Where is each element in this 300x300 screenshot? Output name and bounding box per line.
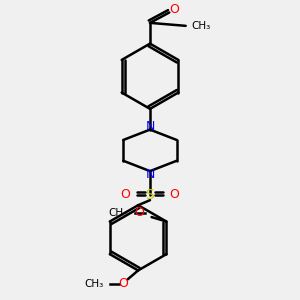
Text: CH₃: CH₃: [109, 208, 128, 218]
Text: CH₃: CH₃: [85, 279, 104, 289]
Text: S: S: [146, 188, 154, 202]
Text: O: O: [170, 188, 180, 201]
Text: O: O: [170, 3, 180, 16]
Text: O: O: [120, 188, 130, 201]
Text: N: N: [145, 168, 155, 181]
Text: O: O: [118, 277, 128, 290]
Text: N: N: [145, 119, 155, 133]
Text: O: O: [135, 206, 145, 219]
Text: CH₃: CH₃: [192, 21, 211, 31]
